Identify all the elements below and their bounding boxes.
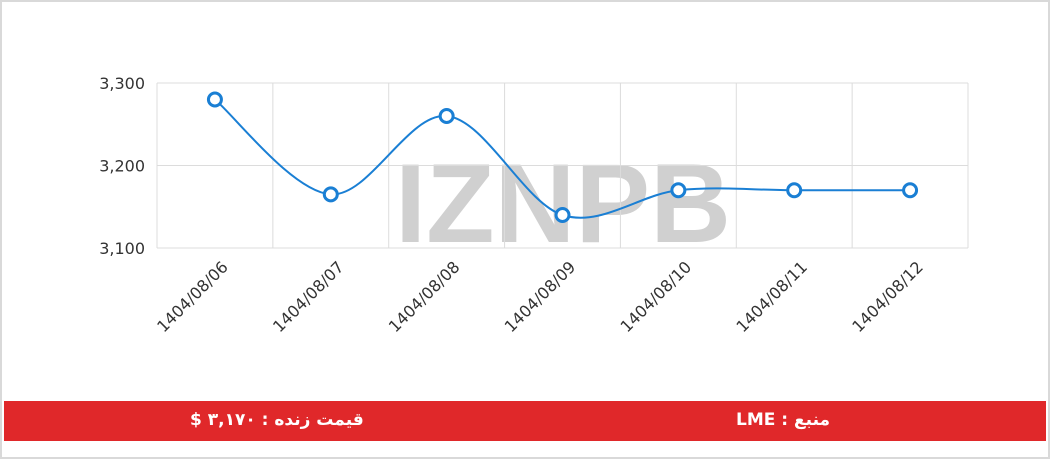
x-tick-label: 1404/08/08 [385, 257, 464, 336]
live-price: قیمت زنده : ۳,۱۷۰ $ [190, 410, 364, 430]
point [438, 108, 455, 124]
x-tick-label: 1404/08/10 [617, 257, 696, 336]
x-tick-label: 1404/08/06 [153, 257, 232, 336]
point [786, 182, 803, 199]
x-tick-label: 1404/08/07 [269, 257, 348, 336]
point [206, 91, 223, 108]
y-tick-label: 3,100 [99, 239, 145, 258]
x-tick-label: 1404/08/11 [732, 257, 811, 336]
point [670, 182, 687, 199]
source: منبع : LME [736, 410, 831, 430]
info-bar: قیمت زنده : ۳,۱۷۰ $ منبع : LME [4, 401, 1046, 441]
x-tick-label: 1404/08/09 [501, 257, 580, 336]
y-tick-label: 3,200 [99, 157, 145, 176]
chart: IZNPB 3,100 3,200 3,300 1404/08/06 1404/08/0… [99, 74, 969, 336]
point [902, 182, 919, 199]
point [554, 207, 571, 223]
point [322, 186, 339, 203]
x-tick-label: 1404/08/12 [848, 257, 927, 336]
watermark: IZNPB [395, 141, 731, 266]
y-tick-label: 3,300 [99, 74, 145, 93]
